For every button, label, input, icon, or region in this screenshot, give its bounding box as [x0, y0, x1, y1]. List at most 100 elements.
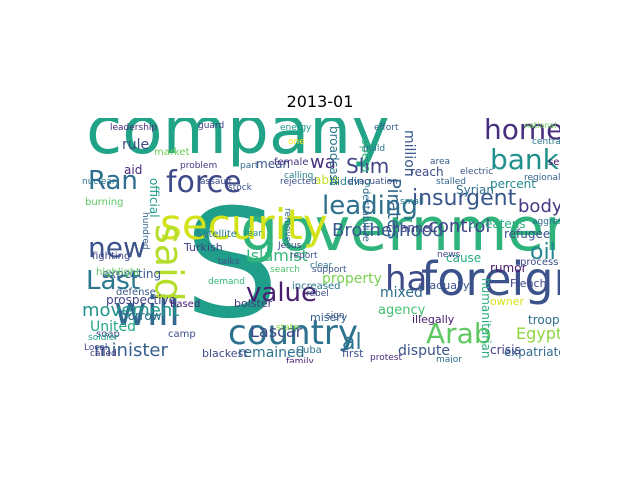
word-74: humanitarian	[479, 278, 493, 359]
word-56: defense	[116, 287, 156, 298]
word-128: part	[240, 161, 259, 171]
word-62: Turkish	[184, 241, 223, 254]
word-9: home	[484, 118, 560, 146]
word-cloud: companySgovernmentsecurityhaforeignwillc…	[80, 118, 560, 363]
word-44: able	[314, 173, 340, 187]
word-114: search	[270, 265, 300, 275]
word-101: energy	[280, 123, 312, 133]
word-92: national	[524, 121, 557, 130]
word-70: owner	[490, 295, 524, 308]
word-80: Satellite	[196, 229, 237, 240]
word-53: cause	[446, 251, 482, 265]
word-117: fear	[244, 229, 262, 239]
word-34: movement	[82, 300, 180, 321]
word-99: remove	[282, 208, 292, 243]
word-97: guard	[198, 121, 225, 131]
word-103: market	[154, 147, 190, 158]
word-25: al	[342, 330, 362, 355]
word-33: expatriate	[504, 345, 560, 359]
word-47: refugee	[504, 227, 551, 241]
word-111: family	[286, 357, 314, 364]
word-95: rejected	[280, 177, 317, 187]
word-93: central	[532, 137, 560, 147]
word-68: illegally	[412, 313, 455, 326]
word-94: sealing	[548, 157, 560, 168]
word-45: Syrian	[456, 183, 494, 197]
word-63: camp	[168, 329, 196, 340]
word-72: crisis	[490, 343, 521, 357]
word-121: regional	[524, 173, 560, 183]
word-122: aggressive	[532, 217, 560, 227]
word-126: assault	[200, 177, 233, 187]
word-65: increased	[292, 281, 341, 292]
word-107: clear	[310, 261, 333, 271]
word-88: burning	[85, 197, 124, 208]
word-16: value	[246, 278, 318, 308]
word-127: stock	[228, 183, 252, 193]
word-129: sign	[326, 311, 345, 321]
word-76: soap	[96, 329, 120, 340]
word-79: soldier	[88, 333, 119, 343]
word-7: will	[114, 289, 181, 335]
word-6: foreign	[421, 252, 560, 306]
word-123: protest	[370, 353, 403, 363]
word-98: process	[520, 257, 559, 268]
word-31: dispute	[398, 343, 450, 359]
word-51: channel	[386, 221, 434, 235]
word-109: rebel	[306, 289, 329, 299]
word-59: highlight	[96, 267, 140, 278]
word-81: bolster	[234, 297, 273, 310]
word-64: misery	[310, 311, 348, 324]
word-55: expecting	[102, 267, 162, 281]
word-52: threatens	[468, 217, 526, 231]
word-86: Local	[84, 343, 108, 353]
word-23: wa	[310, 152, 336, 173]
word-113: support	[312, 265, 347, 275]
word-29: Islamist	[246, 246, 308, 265]
word-35: mixed	[380, 285, 423, 301]
word-2: S	[184, 178, 280, 352]
word-11: leading	[322, 191, 418, 221]
word-26: minister	[94, 340, 168, 361]
word-131: small	[400, 197, 424, 207]
word-102: stalled	[436, 177, 466, 187]
word-19: insurgent	[412, 186, 517, 211]
word-17: Arab	[426, 317, 492, 350]
word-42: aid	[124, 163, 143, 177]
word-41: rule	[122, 137, 150, 153]
chart-title: 2013-01	[286, 92, 354, 111]
word-69: gradually	[418, 279, 470, 292]
word-54: French	[510, 277, 547, 290]
word-84: bidding	[330, 175, 372, 188]
word-20: body	[518, 196, 560, 217]
word-105: Jesus	[278, 241, 302, 251]
word-60: fighting	[92, 251, 131, 262]
word-132: news	[437, 250, 461, 260]
word-13: Ran	[88, 166, 138, 196]
word-28: remained	[238, 345, 305, 361]
word-10: bank	[490, 143, 559, 176]
word-108: demand	[208, 277, 245, 287]
word-91: electric	[460, 167, 494, 177]
word-119: calling	[284, 171, 314, 181]
word-71: rumor	[490, 261, 527, 275]
word-78: called	[90, 349, 117, 359]
word-118: talks	[218, 257, 240, 267]
word-22: oil	[530, 240, 556, 265]
word-125: problem	[180, 161, 218, 171]
word-38: United	[90, 319, 136, 335]
word-24: Slim	[346, 154, 390, 178]
word-66: Cuba	[296, 345, 322, 356]
word-5: ha	[385, 259, 428, 299]
word-32: Egyptian	[516, 324, 560, 343]
word-37: agency	[378, 303, 426, 318]
word-40: borrow	[120, 309, 162, 323]
word-100: hundred	[140, 212, 150, 250]
word-90: female	[274, 157, 309, 168]
word-12: force	[166, 165, 242, 200]
word-3: government	[240, 195, 560, 265]
word-14: new	[88, 231, 146, 264]
word-15: Last	[86, 266, 141, 296]
word-1: company	[86, 118, 391, 169]
word-27: Lascar	[250, 322, 303, 341]
